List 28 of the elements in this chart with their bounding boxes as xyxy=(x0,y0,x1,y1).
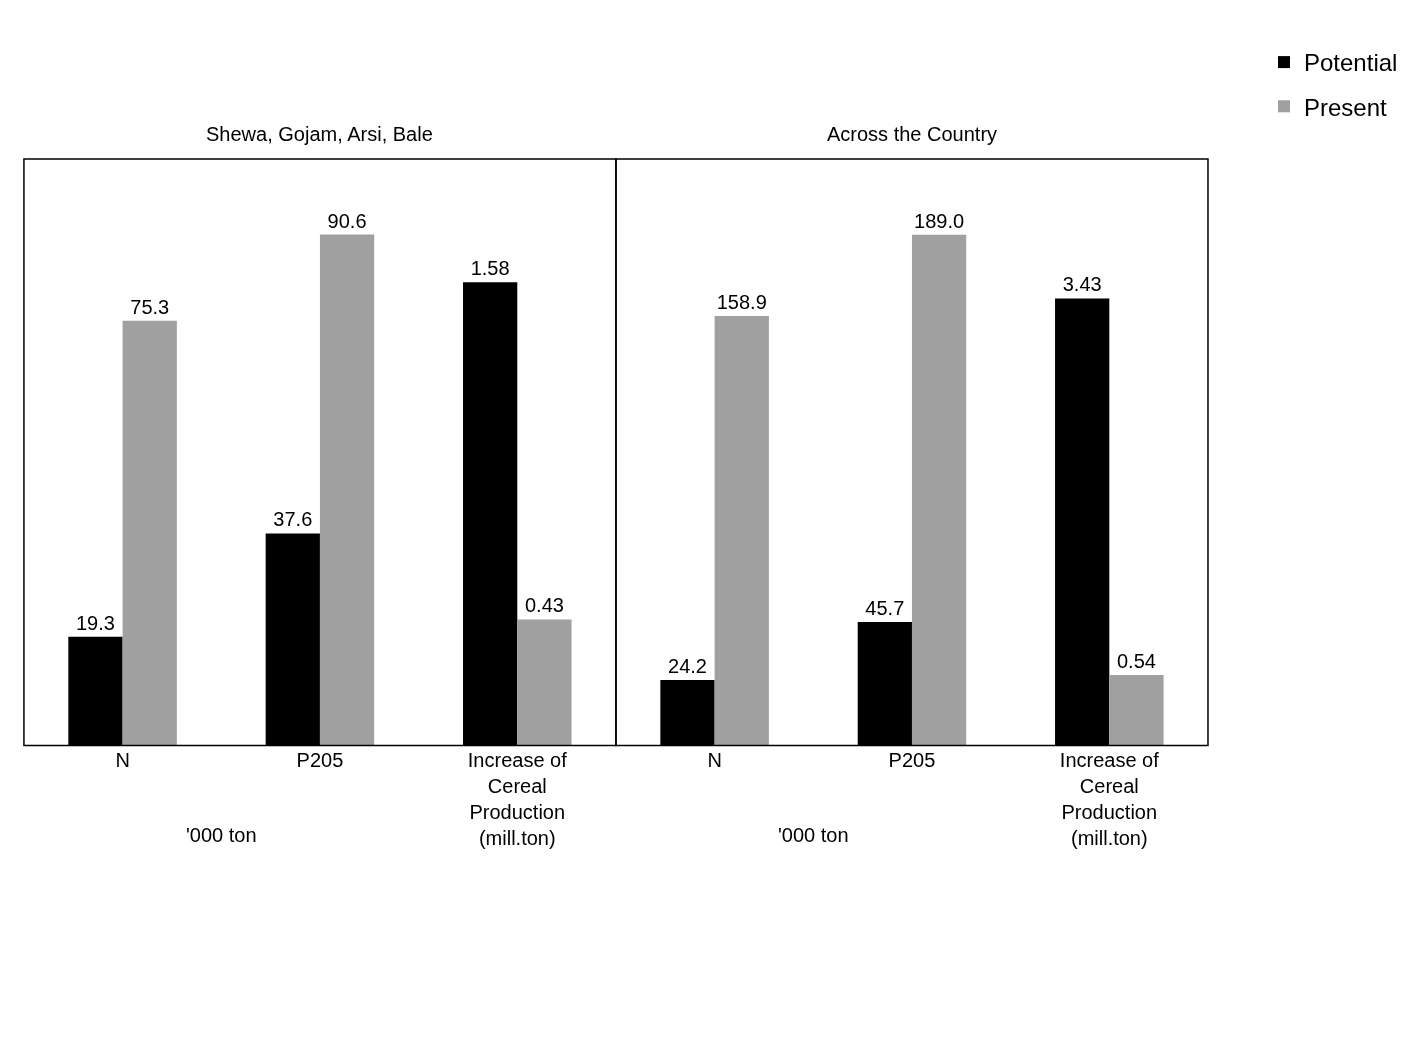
data-label: 0.54 xyxy=(1116,650,1156,673)
data-label: 0.43 xyxy=(524,594,564,617)
x-tick-label: N xyxy=(115,748,130,771)
text: '000 ton xyxy=(186,824,257,846)
data-label: 3.43 xyxy=(1062,273,1102,296)
data-label: 37.6 xyxy=(273,508,313,531)
text: '000 ton xyxy=(778,824,849,846)
x-tick-label: N xyxy=(707,748,722,771)
bar xyxy=(122,320,177,746)
data-label: 158.9 xyxy=(716,291,767,314)
data-label: 19.3 xyxy=(76,611,115,634)
bar xyxy=(911,234,967,746)
x-tick-label: P205 xyxy=(888,748,936,771)
x-tick-label: P205 xyxy=(296,748,344,771)
data-label: 1.58 xyxy=(470,257,510,280)
data-label: 45.7 xyxy=(865,596,905,619)
legend-label: Present xyxy=(1304,93,1388,121)
bar xyxy=(714,316,769,746)
x-tick-label: Increase of Cereal Production (mill.ton) xyxy=(1059,748,1160,849)
legend-label: Potential xyxy=(1304,49,1398,77)
data-label: 90.6 xyxy=(327,209,367,232)
chart-title: Shewa, Gojam, Arsi, Bale xyxy=(206,123,433,145)
data-label: 24.2 xyxy=(668,655,707,678)
bar xyxy=(319,234,375,746)
data-label: 189.0 xyxy=(914,209,965,232)
x-tick-label: Increase of Cereal Production (mill.ton) xyxy=(467,748,568,849)
chart-title: Across the Country xyxy=(827,123,998,145)
data-label: 75.3 xyxy=(130,295,170,318)
